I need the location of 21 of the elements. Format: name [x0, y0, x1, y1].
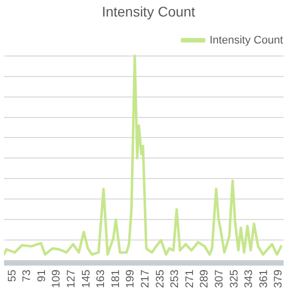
x-tick-label: 289: [198, 270, 211, 288]
x-tick-label: 235: [154, 270, 166, 288]
x-tick-label: 253: [169, 270, 182, 288]
x-tick-label: 127: [65, 270, 78, 288]
x-tick-label: 325: [228, 270, 240, 288]
chart-title: Intensity Count: [102, 3, 196, 20]
x-tick-label: 271: [184, 270, 196, 288]
x-tick-label: 91: [36, 270, 48, 282]
legend-label: Intensity Count: [210, 34, 283, 46]
x-tick-label: 307: [213, 270, 226, 288]
x-tick-label: 181: [110, 270, 122, 288]
x-tick-label: 55: [6, 270, 18, 282]
x-tick-label: 163: [95, 270, 108, 288]
x-tick-label: 217: [139, 270, 152, 288]
x-tick-label: 361: [258, 270, 270, 288]
x-tick-label: 109: [50, 270, 63, 288]
x-tick-label: 145: [80, 270, 92, 288]
x-tick-label: 199: [124, 270, 137, 288]
x-tick-label: 379: [272, 270, 285, 288]
x-tick-label: 73: [21, 270, 34, 282]
x-tick-label: 343: [243, 270, 256, 288]
